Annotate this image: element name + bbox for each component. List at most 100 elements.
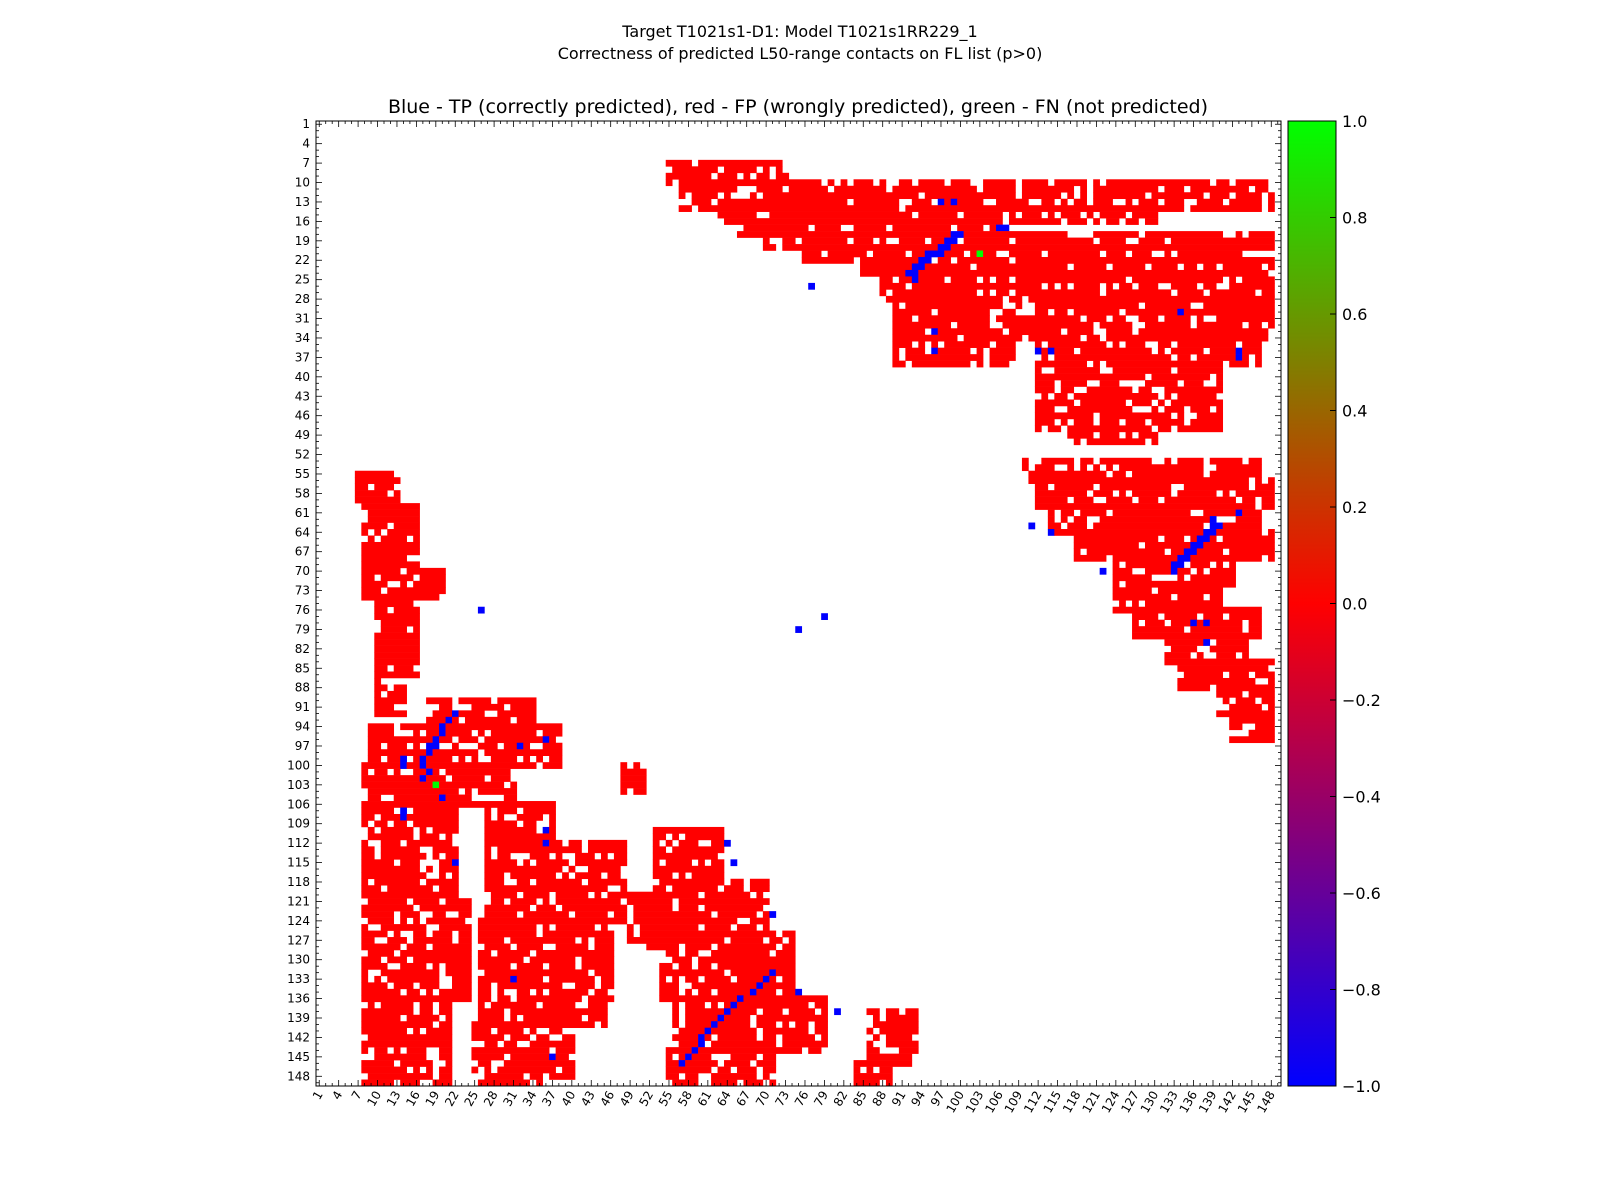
fp-cell: [1080, 347, 1152, 355]
colorbar-tick-label: 0.2: [1342, 498, 1367, 517]
y-tick-label: 139: [287, 1011, 310, 1025]
fp-cell: [1255, 483, 1275, 491]
fp-cell: [523, 891, 550, 899]
fp-cell: [374, 690, 382, 698]
fp-cell: [1255, 723, 1275, 731]
fp-cell: [1216, 684, 1275, 692]
fp-cell: [672, 956, 692, 964]
fp-cell: [736, 1001, 809, 1009]
tp-cell: [1203, 639, 1211, 646]
fp-cell: [1216, 561, 1224, 569]
fp-cell: [568, 865, 576, 873]
fp-cell: [477, 1060, 492, 1067]
fp-cell: [698, 205, 900, 212]
fp-cell: [1060, 386, 1075, 394]
fp-cell: [788, 937, 796, 944]
fp-cell: [361, 554, 407, 562]
tp-cell: [691, 1047, 699, 1054]
fp-cell: [724, 166, 757, 174]
fp-cell: [452, 716, 459, 724]
x-tick-label: 100: [943, 1089, 967, 1116]
fp-cell: [762, 1066, 777, 1074]
tp-cell: [426, 768, 433, 776]
fp-cell: [1086, 438, 1146, 446]
fp-cell: [620, 781, 647, 789]
tp-cell: [439, 729, 446, 737]
fp-cell: [749, 917, 770, 925]
fp-cell: [1125, 580, 1236, 588]
fp-cell: [892, 308, 932, 316]
fp-cell: [600, 852, 608, 860]
fp-cell: [361, 781, 433, 789]
fp-cell: [905, 347, 926, 355]
fp-cell: [497, 988, 505, 996]
tp-cell: [1170, 567, 1178, 575]
fp-cell: [575, 872, 602, 880]
tp-cell: [1183, 548, 1198, 556]
tp-cell: [730, 1001, 738, 1009]
fp-cell: [996, 276, 1010, 284]
fp-cell: [1073, 554, 1107, 562]
fp-cell: [1119, 464, 1204, 472]
fp-cell: [361, 911, 395, 918]
fp-cell: [1268, 263, 1275, 271]
fp-cell: [452, 872, 459, 880]
fp-cell: [380, 574, 414, 582]
fp-cell: [413, 729, 420, 737]
fp-cell: [1112, 561, 1120, 569]
fp-cell: [490, 775, 511, 782]
fp-cell: [1170, 347, 1204, 355]
fp-cell: [400, 1060, 433, 1067]
tp-cell: [808, 282, 815, 290]
fp-cell: [413, 930, 427, 938]
fp-cell: [1151, 405, 1159, 413]
fp-cell: [1106, 289, 1172, 297]
fp-cell: [1112, 470, 1126, 478]
fp-cell: [445, 969, 472, 977]
fp-cell: [1216, 529, 1262, 536]
fp-cell: [1235, 231, 1243, 238]
fp-cell: [419, 982, 440, 990]
fp-cell: [445, 1060, 453, 1067]
fp-cell: [503, 794, 518, 802]
fp-cell: [393, 768, 401, 776]
tp-cell: [1235, 354, 1243, 361]
fp-cell: [477, 937, 505, 944]
fp-cell: [756, 1021, 777, 1029]
fp-cell: [717, 1066, 731, 1074]
fp-cell: [1086, 334, 1100, 342]
fp-cell: [516, 962, 543, 970]
fp-cell: [1255, 354, 1262, 361]
y-tick-label: 1: [302, 117, 310, 131]
fp-cell: [1209, 347, 1236, 355]
fp-cell: [885, 1079, 893, 1086]
fp-cell: [477, 917, 628, 925]
tp-cell: [426, 742, 440, 750]
tp-cell: [419, 762, 427, 769]
fp-cell: [374, 684, 388, 692]
fp-cell: [1132, 632, 1262, 640]
fp-cell: [1015, 257, 1275, 264]
fp-cell: [944, 341, 990, 348]
fp-cell: [380, 852, 427, 860]
fp-cell: [471, 1053, 505, 1061]
x-tick-label: 106: [982, 1089, 1006, 1116]
fp-cell: [659, 969, 725, 977]
fp-cell: [380, 846, 420, 854]
fp-cell: [853, 198, 900, 206]
fp-cell: [439, 1008, 453, 1016]
fp-cell: [1021, 192, 1062, 200]
fp-cell: [432, 852, 440, 860]
contact-cells: [354, 159, 1275, 1086]
fp-cell: [957, 198, 984, 206]
y-tick-label: 7: [302, 156, 310, 170]
tp-cell: [400, 762, 407, 769]
y-tick-label: 109: [287, 817, 310, 831]
fp-cell: [983, 185, 1016, 193]
fp-cell: [471, 755, 479, 763]
fp-cell: [549, 988, 589, 996]
fp-cell: [361, 859, 395, 867]
fp-cell: [782, 988, 796, 996]
fp-cell: [1080, 399, 1126, 407]
tp-cell: [950, 231, 964, 238]
